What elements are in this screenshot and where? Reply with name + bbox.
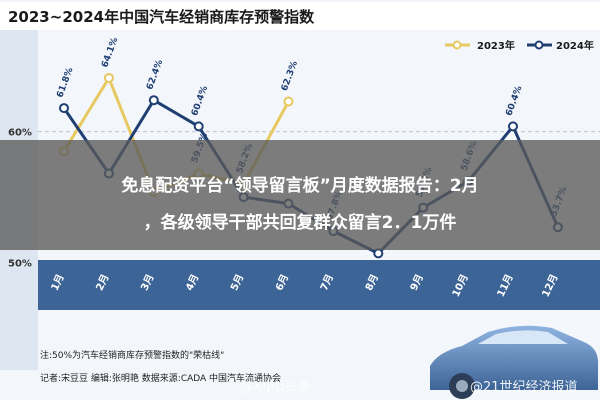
y-tick-label: 60% — [8, 128, 32, 139]
legend-2023-label: 2023年 — [477, 39, 515, 52]
title-band — [0, 2, 600, 30]
legend-2024-marker — [534, 40, 544, 50]
data-point — [508, 121, 518, 132]
data-point — [193, 121, 204, 132]
note-line-1: 注:50%为汽车经销商库存预警指数的"荣枯线" — [40, 349, 224, 361]
data-point — [59, 103, 69, 114]
data-point — [373, 248, 384, 259]
note-line-2: 记者:宋豆豆 编辑:张明艳 数据来源:CADA 中国汽车流通协会 — [40, 372, 281, 384]
data-point — [283, 96, 294, 107]
overlay-banner — [0, 140, 600, 250]
chart-title: 2023~2024年中国汽车经销商库存预警指数 — [8, 8, 315, 26]
x-axis-band — [38, 260, 600, 310]
car-window — [478, 330, 568, 344]
y-tick-label: 50% — [8, 259, 32, 270]
watermark-left: @X小U头条 — [240, 379, 310, 395]
car-front-hub — [456, 380, 468, 392]
data-point — [148, 95, 159, 106]
legend-2023-marker — [452, 40, 462, 50]
car-illustration — [430, 325, 598, 399]
watermark-right: @21世纪经济报道 — [470, 380, 578, 395]
legend: 2023年 2024年 — [445, 39, 594, 52]
overlay-banner-line2: ，各级领导干部共回复群众留言2．1万件 — [144, 212, 457, 233]
overlay-banner-line1: 免息配资平台“领导留言板”月度数据报告：2月 — [121, 175, 478, 196]
legend-2024-label: 2024年 — [556, 39, 594, 52]
data-point — [103, 72, 114, 83]
